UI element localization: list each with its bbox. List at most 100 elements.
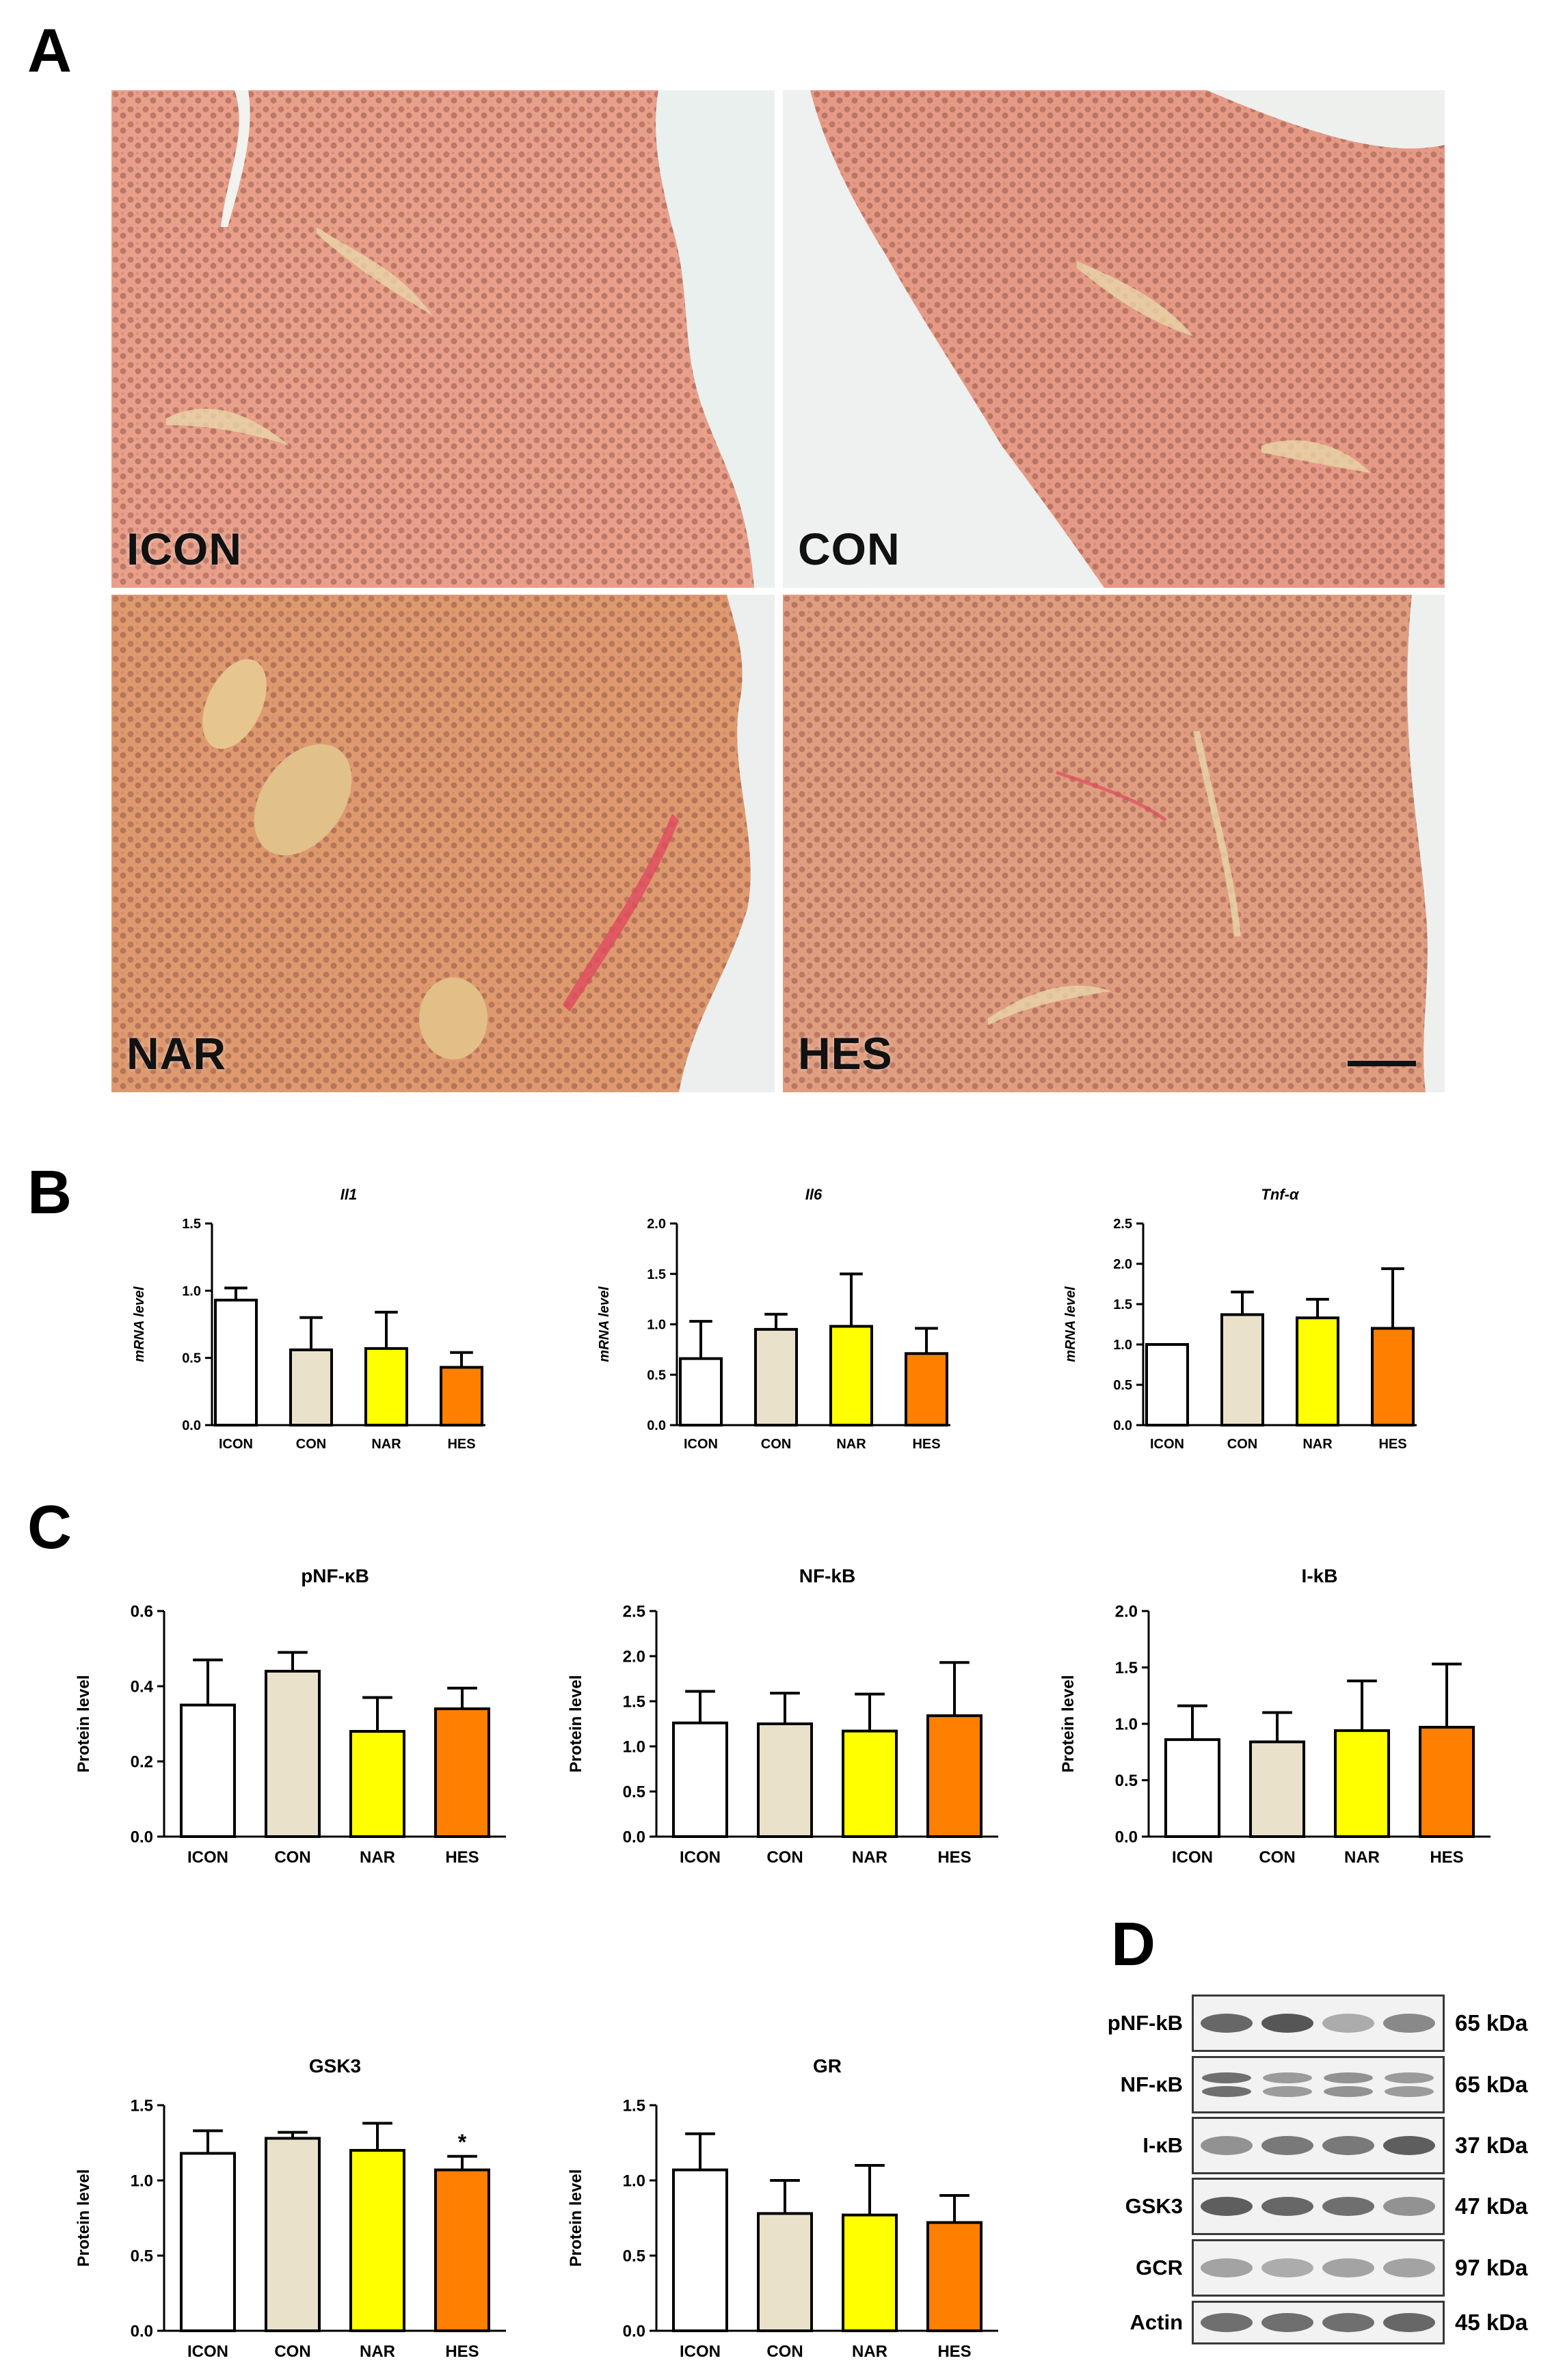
micrograph-nar-group: NAR [111, 595, 775, 1092]
y-tick-label: 0.5 [623, 2247, 645, 2265]
blot-band [1322, 2014, 1374, 2033]
blot-band [1201, 2136, 1253, 2155]
y-tick-label: 2.0 [647, 1217, 666, 1232]
blot-strip-svg [1201, 2136, 1435, 2155]
bar-nar [829, 1325, 873, 1426]
blot-strip [1192, 2301, 1445, 2344]
y-axis-label: mRNA level [597, 1286, 612, 1362]
x-tick-label: HES [1430, 1848, 1463, 1867]
x-tick-label: CON [761, 1437, 791, 1452]
y-tick-label: 1.5 [647, 1267, 666, 1282]
panel-label-b: B [27, 1159, 72, 1227]
chart-il1: Il1 0.0 0.5 1.0 1.5 mRNA level ICON CON NAR HES [109, 1182, 520, 1470]
blot-strip-svg [1201, 2313, 1435, 2332]
y-tick-label: 1.0 [623, 1737, 645, 1756]
y-tick-label: 1.0 [182, 1284, 201, 1299]
bar-nar [842, 1729, 898, 1838]
bar-hes [905, 1352, 948, 1426]
micrograph-label-hes: HES [798, 1028, 893, 1079]
bar-icon [180, 2152, 236, 2332]
blot-band [1263, 2072, 1312, 2083]
y-tick-label: 0.5 [1115, 1772, 1138, 1790]
bar-hes [440, 1366, 483, 1426]
x-tick-label: ICON [1150, 1437, 1184, 1452]
micrograph-label-con: CON [798, 524, 900, 574]
bar-con [265, 1670, 321, 1838]
y-tick-label: 1.0 [1113, 1338, 1132, 1353]
x-tick-label: ICON [1172, 1848, 1213, 1867]
x-tick-label: CON [274, 2342, 310, 2361]
chart-title: pNF-κB [301, 1565, 369, 1586]
blot-band [1201, 2197, 1253, 2216]
y-axis-label: Protein level [75, 2169, 93, 2267]
y-tick-label: 0.0 [647, 1418, 666, 1433]
y-tick-label: 1.5 [1113, 1297, 1132, 1312]
blot-protein-label: Actin [1130, 2310, 1184, 2334]
bar-icon [180, 1703, 236, 1838]
y-tick-label: 2.5 [623, 1602, 645, 1621]
y-tick-label: 0.0 [623, 2322, 645, 2340]
y-tick-label: 0.0 [1113, 1418, 1132, 1433]
bar-icon [672, 2168, 728, 2332]
blot-band [1385, 2072, 1434, 2083]
blot-protein-label: I-κB [1143, 2133, 1183, 2157]
chart-gr-svg: GR 0.0 0.5 1.0 1.5 Protein level ICON CON NAR HES [567, 2055, 998, 2361]
blot-band [1324, 2072, 1373, 2083]
x-tick-label: ICON [680, 1848, 721, 1867]
chart-nfkb-svg: NF-kB 0.0 0.5 1.0 1.5 2.0 2.5 Protein level ICON… [567, 1565, 998, 1867]
x-tick-label: HES [912, 1437, 940, 1452]
blot-band [1263, 2086, 1312, 2097]
chart-il1-svg: Il1 0.0 0.5 1.0 1.5 mRNA level ICON CON NAR HES [132, 1186, 485, 1452]
x-tick-label: HES [937, 2342, 971, 2361]
blot-band [1261, 2136, 1313, 2155]
blot-band [1322, 2313, 1374, 2332]
blot-band [1383, 2136, 1435, 2155]
x-tick-label: NAR [360, 1848, 395, 1867]
y-tick-label: 1.5 [623, 1692, 645, 1711]
chart-title: GSK3 [309, 2055, 361, 2077]
bar-con [265, 2137, 321, 2333]
bar-con [757, 1722, 813, 1838]
y-tick-label: 1.0 [1115, 1715, 1138, 1733]
blot-band [1261, 2313, 1313, 2332]
x-tick-label: CON [1259, 1848, 1295, 1867]
blot-strip [1192, 2056, 1445, 2113]
blot-strip [1192, 2117, 1445, 2174]
y-axis-label: Protein level [1059, 1675, 1078, 1773]
x-tick-label: ICON [684, 1437, 718, 1452]
y-tick-label: 0.5 [1113, 1378, 1132, 1393]
x-tick-label: NAR [1302, 1437, 1333, 1452]
bar-nar [364, 1347, 408, 1426]
y-tick-label: 0.2 [131, 1753, 153, 1771]
bar-nar [1334, 1729, 1390, 1838]
panel-label-d: D [1111, 1910, 1155, 1979]
bar-hes [434, 1707, 490, 1838]
blot-protein-label: NF-κB [1120, 2072, 1183, 2096]
blot-kda-label: 65 kDa [1455, 2072, 1528, 2097]
y-axis-label: mRNA level [1063, 1286, 1078, 1362]
chart-ikb: I-kB 0.0 0.5 1.0 1.5 2.0 Protein level ICON CON N… [1059, 1565, 1518, 1880]
y-tick-label: 0.4 [131, 1677, 154, 1696]
chart-gr: GR 0.0 0.5 1.0 1.5 Protein level ICON CON NAR HES [567, 2055, 1026, 2379]
blot-strip [1192, 2239, 1445, 2297]
blot-band [1383, 2313, 1435, 2332]
blot-band [1383, 2258, 1435, 2277]
y-tick-label: 0.0 [623, 1828, 645, 1846]
micrograph-label-nar: NAR [126, 1028, 226, 1079]
blot-strip [1192, 1994, 1445, 2052]
chart-title: NF-kB [799, 1565, 855, 1586]
blot-band [1261, 2258, 1313, 2277]
bar-icon [672, 1721, 728, 1838]
chart-title: Il1 [340, 1186, 357, 1203]
x-tick-label: ICON [680, 2342, 721, 2361]
bar-icon [679, 1357, 723, 1426]
chart-title: I-kB [1302, 1565, 1338, 1586]
blot-strip-svg [1201, 2258, 1435, 2277]
bar-icon [214, 1299, 258, 1426]
blot-strip-svg [1201, 2197, 1435, 2216]
blot-band [1324, 2086, 1373, 2097]
y-tick-label: 1.0 [623, 2172, 645, 2190]
bar-icon [1164, 1738, 1220, 1838]
bar-hes [1419, 1725, 1475, 1838]
x-tick-label: NAR [852, 1848, 887, 1867]
